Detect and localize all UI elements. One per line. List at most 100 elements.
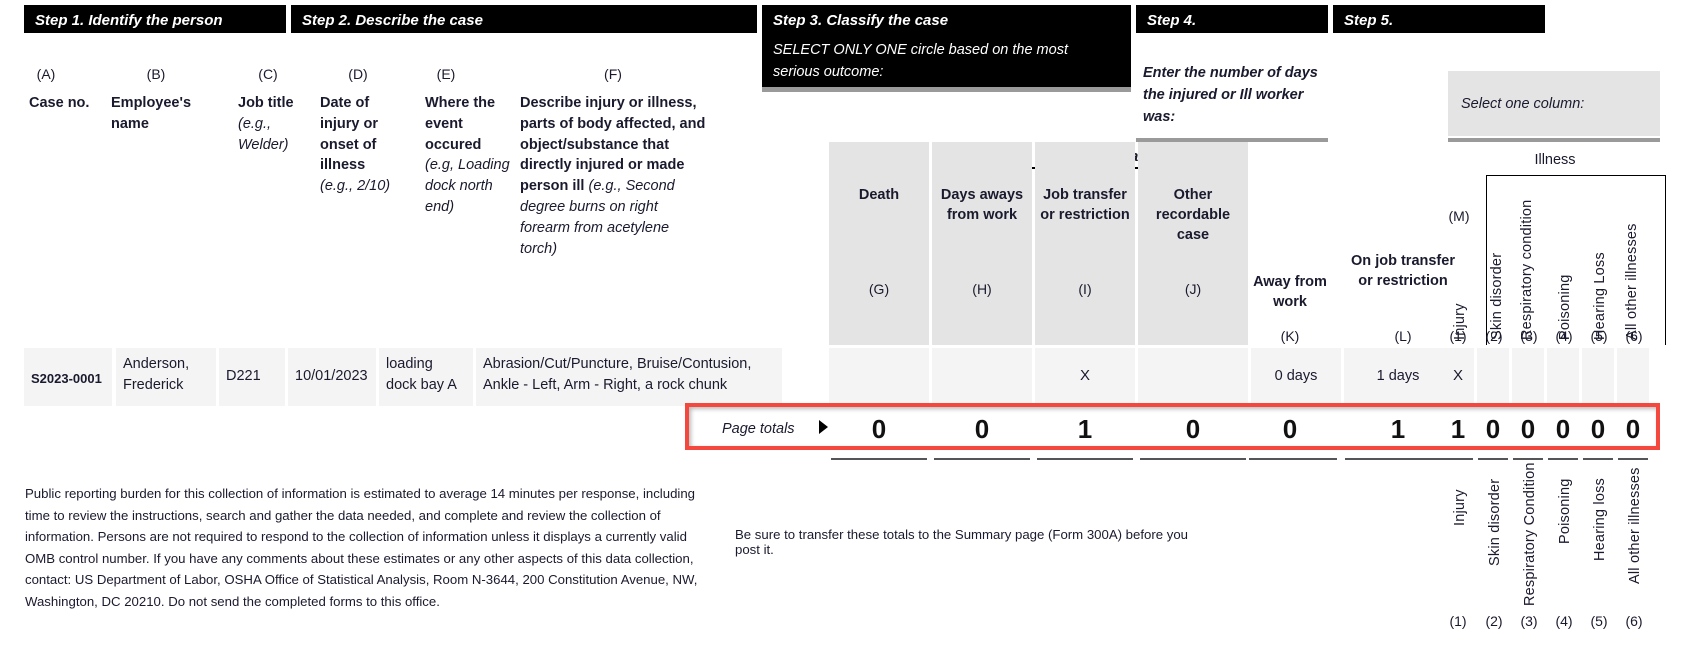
- table-row-respiratory[interactable]: [1512, 348, 1544, 406]
- page-total-days-away: 0: [974, 414, 990, 444]
- illness-header-letter-4: (4): [1555, 328, 1573, 344]
- table-row-all-other[interactable]: [1617, 348, 1649, 406]
- public-reporting-burden-text: Public reporting burden for this collect…: [25, 486, 698, 609]
- table-row-death[interactable]: [829, 348, 929, 406]
- column-title-e: Where the event occured (e.g, Loading do…: [425, 93, 510, 218]
- step-4-label: Step 4.: [1147, 12, 1197, 29]
- classify-other-recordable-column: Other recordable case (J): [1138, 142, 1248, 345]
- table-row-describe[interactable]: Abrasion/Cut/Puncture, Bruise/Contusion,…: [476, 348, 782, 406]
- table-row-hearing-loss[interactable]: [1582, 348, 1614, 406]
- illness-footer-letter-6: (6): [1625, 613, 1643, 629]
- page-total-respiratory: 0: [1520, 414, 1536, 444]
- illness-footer-label-injury: Injury: [1452, 489, 1468, 526]
- column-letter-d: (D): [348, 66, 368, 82]
- classify-other-recordable-title: Other recordable case: [1155, 187, 1231, 243]
- column-title-a: Case no.: [29, 93, 91, 114]
- step-2-header: Step 2. Describe the case: [291, 5, 757, 33]
- table-row-other-recordable[interactable]: [1138, 348, 1248, 406]
- step-2-label: Step 2. Describe the case: [302, 12, 483, 29]
- illness-header-label-all-other: All other illnesses: [1624, 223, 1640, 340]
- totals-underline-days-away: [934, 458, 1030, 460]
- table-row-employee-name[interactable]: Anderson, Frederick: [116, 348, 216, 406]
- table-row-skin-disorder[interactable]: [1477, 348, 1509, 406]
- step-1-label: Step 1. Identify the person: [35, 12, 223, 29]
- column-letter-b: (B): [146, 66, 166, 82]
- table-row-job-transfer[interactable]: X: [1035, 348, 1135, 406]
- step-4-instruction: Enter the number of days the injured or …: [1143, 62, 1323, 128]
- totals-underline-death: [831, 458, 927, 460]
- illness-header-letter-6: (6): [1625, 328, 1643, 344]
- illness-footer-letter-1: (1): [1449, 613, 1467, 629]
- illness-header-label-injury: Injury: [1452, 303, 1468, 340]
- classify-days-away-title: Days aways from work: [940, 187, 1024, 223]
- illness-footer-letter-2: (2): [1485, 613, 1503, 629]
- illness-header-label-poisoning: Poisoning: [1557, 274, 1573, 341]
- table-row-date[interactable]: 10/01/2023: [288, 348, 376, 406]
- page-total-all-other: 0: [1625, 414, 1641, 444]
- totals-underline-injury: [1443, 458, 1473, 460]
- page-total-poisoning: 0: [1555, 414, 1571, 444]
- classify-days-away-column: Days aways from work (H): [932, 142, 1032, 345]
- page-total-skin-disorder: 0: [1485, 414, 1501, 444]
- step-4-on-job-transfer-title: On job transfer or restriction: [1348, 251, 1458, 291]
- table-row-job-title[interactable]: D221: [219, 348, 285, 406]
- table-row-poisoning[interactable]: [1547, 348, 1579, 406]
- table-row-transfer-days[interactable]: 1 days: [1344, 348, 1452, 406]
- illness-header-letter-2: (2): [1485, 328, 1503, 344]
- page-totals-arrow-icon: [819, 420, 828, 434]
- step-4-away-from-work-letter: (K): [1280, 328, 1300, 344]
- totals-underline-hearing-loss: [1583, 458, 1613, 460]
- step-4-instruction-text: Enter the number of days the injured or …: [1143, 65, 1318, 125]
- page-total-other-recordable: 0: [1185, 414, 1201, 444]
- table-row-days-away[interactable]: [932, 348, 1032, 406]
- page-totals-label: Page totals: [722, 421, 795, 437]
- illness-header-letter-3: (3): [1520, 328, 1538, 344]
- step-1-header: Step 1. Identify the person: [24, 5, 286, 33]
- totals-underline-away-days: [1249, 458, 1337, 460]
- illness-header-label-hearing-loss: Hearing Loss: [1592, 252, 1608, 340]
- classify-death-column: Death (G): [829, 142, 929, 345]
- column-title-c-text: Job title: [238, 95, 294, 111]
- illness-header-letter-5: (5): [1590, 328, 1608, 344]
- step-4-away-from-work-title: Away from work: [1240, 272, 1340, 312]
- illness-footer-letter-3: (3): [1520, 613, 1538, 629]
- step-4-on-job-transfer-letter: (L): [1394, 328, 1412, 344]
- classify-other-recordable-letter: (J): [1184, 281, 1202, 297]
- column-hint-d: (e.g., 2/10): [320, 178, 391, 195]
- page-total-death: 0: [871, 414, 887, 444]
- step-5-select-box: Select one column:: [1448, 71, 1660, 136]
- classify-job-transfer-column: Job transfer or restriction (I): [1035, 142, 1135, 345]
- column-title-f-text: Describe injury or illness, parts of bod…: [520, 95, 706, 195]
- table-row-case-no[interactable]: S2023-0001: [24, 348, 112, 406]
- step-3-label: Step 3. Classify the case: [773, 12, 949, 29]
- column-hint-e: (e.g, Loading dock north end): [425, 157, 510, 215]
- step-5-instruction: Select one column:: [1461, 95, 1585, 112]
- column-title-d: Date of injury or onset of illness (e.g.…: [320, 93, 400, 197]
- column-title-e-text: Where the event occured: [425, 95, 496, 153]
- column-letter-e: (E): [436, 66, 456, 82]
- step-3-header: Step 3. Classify the case SELECT ONLY ON…: [762, 5, 1131, 87]
- column-title-b-text: Employee's name: [111, 95, 192, 132]
- column-title-f: Describe injury or illness, parts of bod…: [520, 93, 710, 259]
- classify-days-away-letter: (H): [972, 281, 992, 297]
- page-total-job-transfer: 1: [1077, 414, 1093, 444]
- illness-footer-label-respiratory: Respiratory Condition: [1522, 462, 1538, 606]
- illness-footer-letter-4: (4): [1555, 613, 1573, 629]
- illness-footer-letter-5: (5): [1590, 613, 1608, 629]
- illness-header-label-skin-disorder: Skin disorder: [1489, 252, 1505, 340]
- table-row-away-days[interactable]: 0 days: [1251, 348, 1341, 406]
- page-totals-band: [685, 403, 1660, 450]
- classify-death-title: Death: [858, 187, 900, 203]
- illness-group-bracket: [1486, 175, 1666, 345]
- classify-death-letter: (G): [868, 281, 890, 297]
- column-title-c: Job title (e.g., Welder): [238, 93, 308, 155]
- totals-underline-respiratory: [1513, 458, 1543, 460]
- step-5-header: Step 5.: [1333, 5, 1545, 33]
- table-row-where[interactable]: loading dock bay A: [379, 348, 473, 406]
- table-row-injury[interactable]: X: [1442, 348, 1474, 406]
- illness-group-label: Illness: [1534, 152, 1576, 168]
- illness-header-label-respiratory: Respiratory condition: [1519, 199, 1535, 340]
- totals-underline-job-transfer: [1037, 458, 1133, 460]
- illness-footer-label-all-other: All other illnesses: [1627, 467, 1643, 584]
